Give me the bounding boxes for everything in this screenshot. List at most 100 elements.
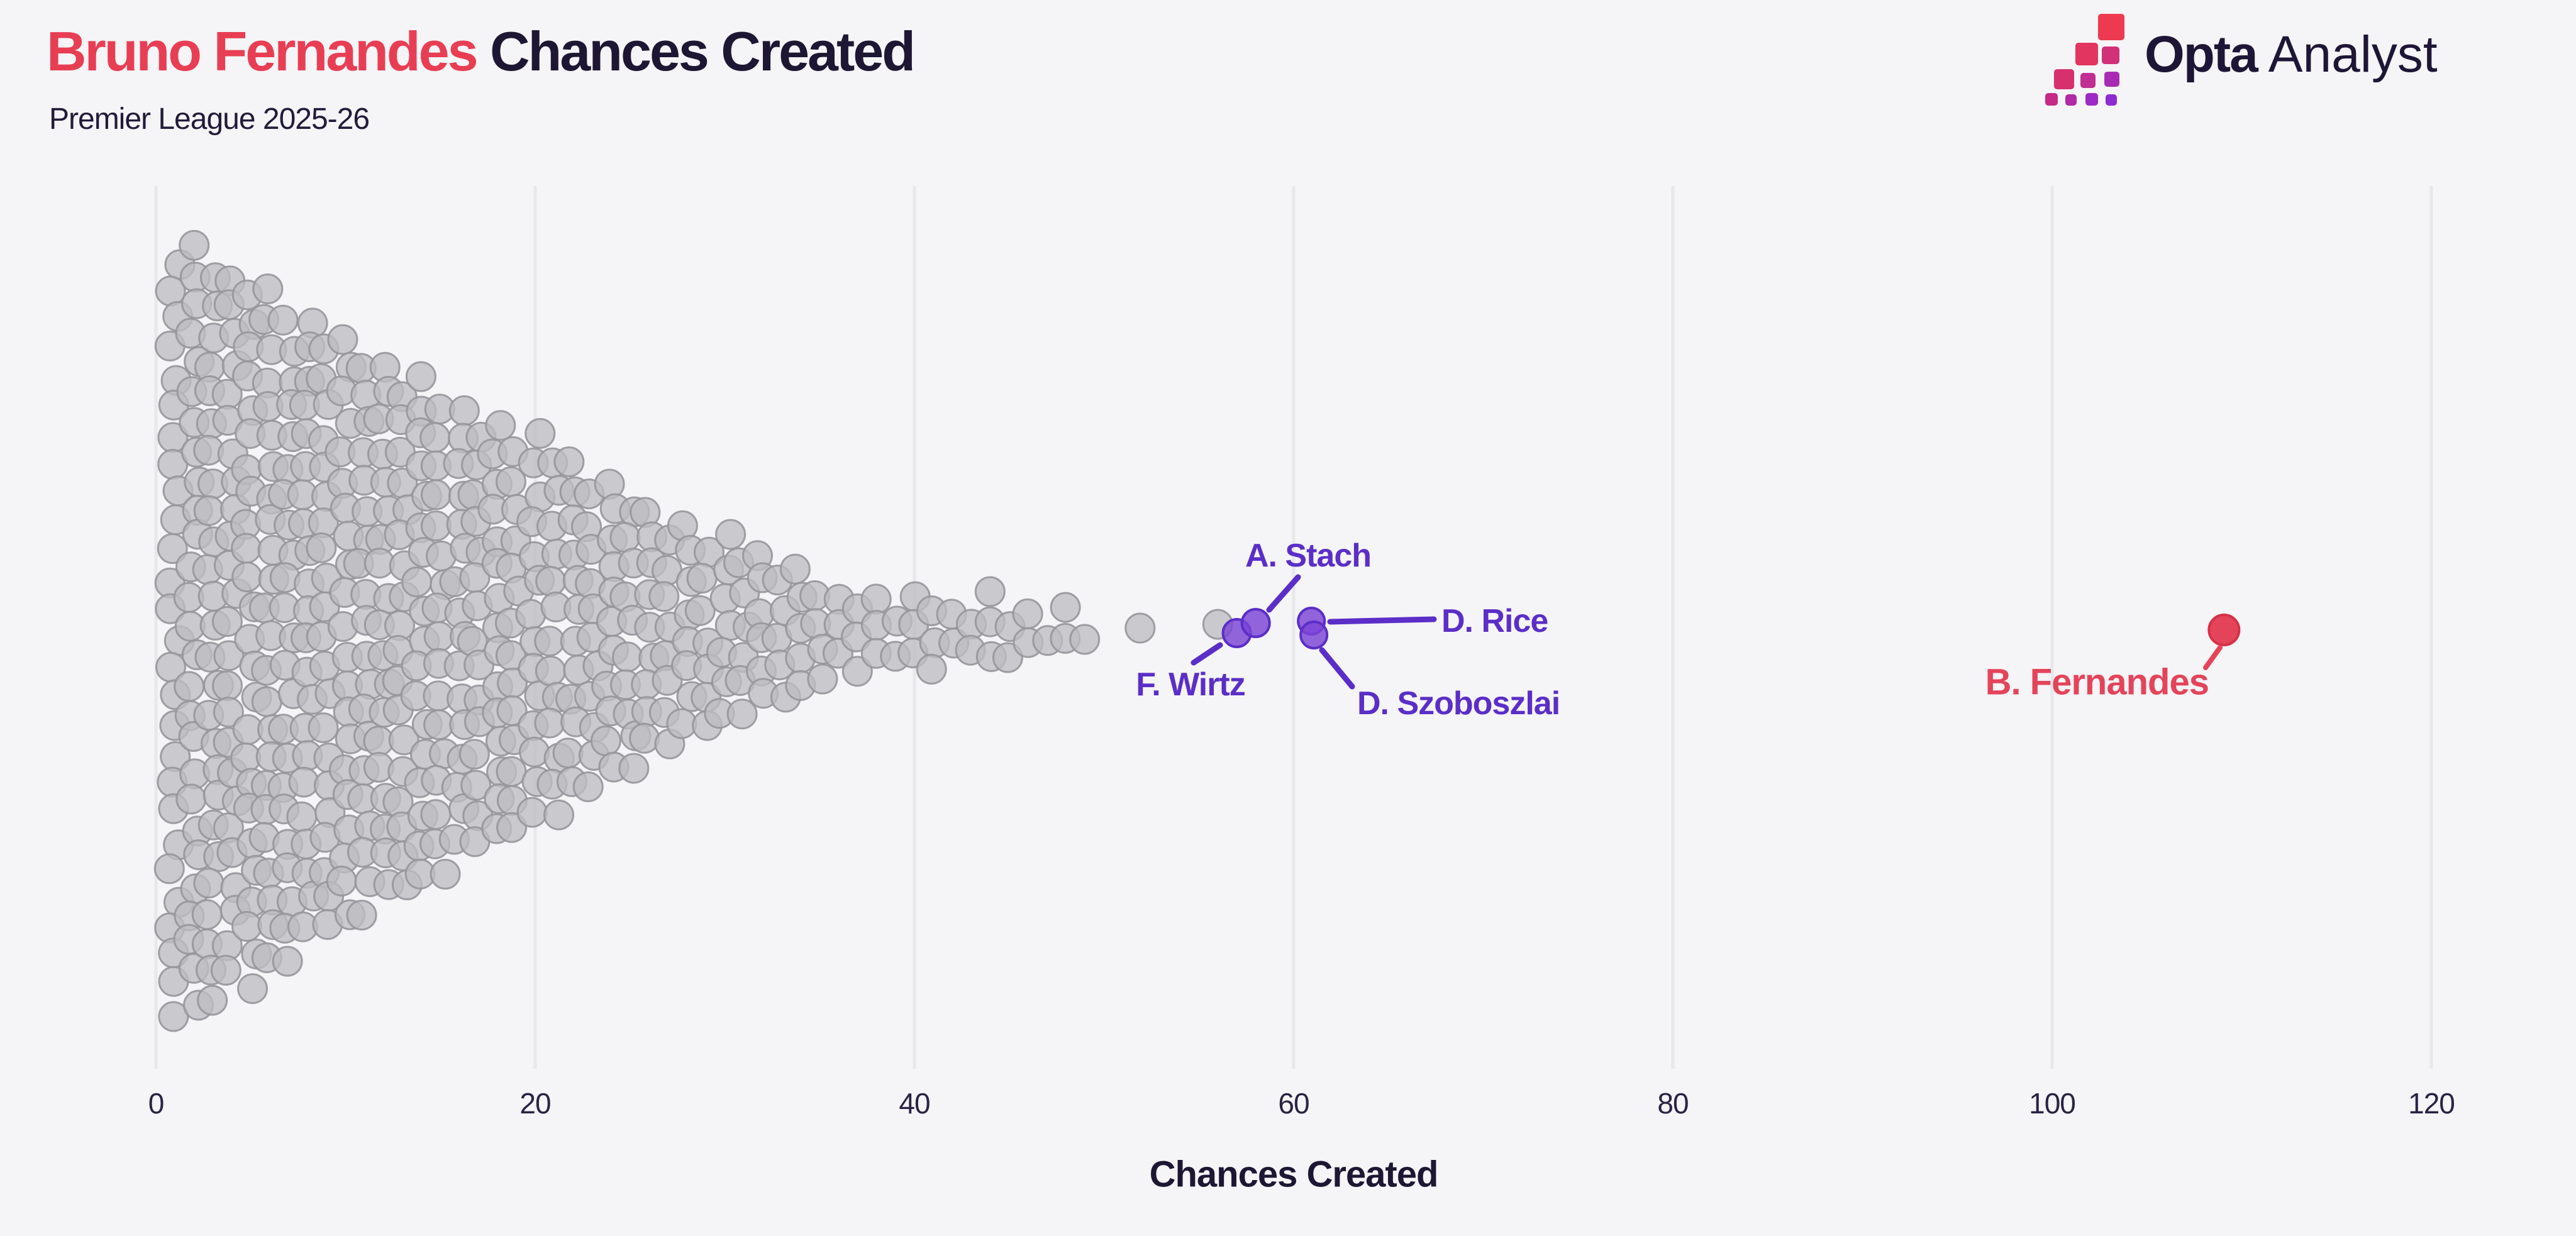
swarm-dot <box>1069 624 1101 655</box>
swarm-dot <box>237 973 268 1005</box>
swarm-dot <box>267 304 299 336</box>
swarm-dot <box>158 1001 189 1032</box>
logo-square <box>2075 43 2098 65</box>
page-title: Bruno Fernandes Chances Created <box>47 20 916 82</box>
x-tick-label-40: 40 <box>899 1087 930 1120</box>
swarm-dot <box>157 533 188 564</box>
swarm-dot <box>460 770 492 801</box>
swarm-dot <box>684 595 716 626</box>
x-tick-label-0: 0 <box>148 1087 165 1120</box>
swarm-dot <box>423 621 455 652</box>
x-tick-label-20: 20 <box>519 1087 551 1120</box>
x-tick-label-60: 60 <box>1278 1087 1309 1120</box>
swarm-dot <box>388 724 419 756</box>
logo-square <box>2085 93 2098 106</box>
x-tick-label-120: 120 <box>2408 1087 2455 1120</box>
swarm-dot <box>629 722 660 754</box>
swarm-dot <box>534 626 565 657</box>
highlight-dot <box>1299 621 1329 649</box>
swarm-dot <box>525 417 556 449</box>
swarm-dot <box>327 324 358 355</box>
swarm-dot <box>306 532 337 563</box>
swarm-dot <box>686 563 718 594</box>
swarm-dot <box>153 853 185 885</box>
logo-square <box>2102 47 2119 64</box>
swarm-dot <box>231 911 262 942</box>
leader-line <box>1191 642 1223 666</box>
opta-analyst-wordmark: Opta Analyst <box>2145 25 2438 84</box>
swarm-dot <box>288 766 319 798</box>
swarm-dot <box>618 753 650 784</box>
swarm-dot <box>534 707 565 739</box>
swarm-dot <box>916 653 947 685</box>
opta-staircase-icon <box>2045 14 2126 106</box>
x-tick-label-100: 100 <box>2029 1087 2076 1120</box>
logo-square <box>2104 72 2119 87</box>
swarm-dot <box>496 756 527 787</box>
swarm-dot <box>572 771 604 802</box>
leader-line <box>1327 616 1437 625</box>
swarm-dot <box>420 799 452 830</box>
swarm-dot <box>552 737 584 769</box>
swarm-dot <box>553 446 585 477</box>
page-title-player: Bruno Fernandes <box>47 20 479 82</box>
logo-square <box>2065 94 2077 106</box>
annotation-d-szoboszlai: D. Szoboszlai <box>1357 685 1560 722</box>
swarm-dot <box>543 799 574 830</box>
swarm-dot <box>648 581 680 612</box>
swarm-dot <box>231 532 262 564</box>
logo-square <box>2080 73 2096 88</box>
swarm-dot <box>423 709 455 741</box>
page-title-metric: Chances Created <box>476 20 916 82</box>
annotation-a-stach: A. Stach <box>1245 538 1372 574</box>
logo-square <box>2098 14 2124 40</box>
swarm-dot <box>405 361 436 392</box>
swarm-dot <box>726 698 758 730</box>
swarm-dot <box>308 712 339 744</box>
swarm-dot <box>179 229 210 261</box>
swarm-dot <box>612 641 643 673</box>
opta-analyst-logo: Opta Analyst <box>2045 14 2438 106</box>
swarm-dot <box>420 479 452 510</box>
swarm-dot <box>251 686 282 717</box>
swarm-dot <box>1050 592 1081 623</box>
logo-square <box>2045 93 2058 106</box>
swarm-dot <box>609 522 641 553</box>
swarm-dot <box>448 395 480 426</box>
swarm-dot <box>535 655 566 687</box>
logo-square <box>2054 69 2074 89</box>
swarm-dot <box>346 900 377 931</box>
swarm-dot <box>197 985 228 1016</box>
annotation-b-fernandes: B. Fernandes <box>1985 661 2209 703</box>
annotation-d-rice: D. Rice <box>1441 603 1548 639</box>
swarm-dot <box>211 606 243 637</box>
highlight-dot <box>2207 614 2241 646</box>
swarm-dot <box>807 663 838 695</box>
leader-line <box>1319 647 1355 690</box>
swarm-dot <box>516 797 548 828</box>
highlight-dot <box>1240 608 1271 638</box>
logo-word-analyst: Analyst <box>2268 26 2438 83</box>
swarm-dot <box>419 422 451 453</box>
swarm-dot <box>496 812 528 843</box>
swarm-dot <box>1124 612 1156 644</box>
swarm-dot <box>286 801 318 832</box>
swarm-dot <box>193 495 225 526</box>
leader-line <box>2203 645 2223 670</box>
logo-word-opta: Opta <box>2145 26 2258 83</box>
annotation-f-wirtz: F. Wirtz <box>1136 666 1246 703</box>
swarm-dot <box>326 865 357 897</box>
swarm-dot <box>210 954 242 986</box>
x-axis-title: Chances Created <box>1149 1154 1439 1195</box>
swarm-dot <box>252 273 284 304</box>
swarm-dot <box>535 566 567 597</box>
logo-square <box>2106 94 2117 106</box>
swarm-dot <box>974 576 1006 607</box>
leader-line <box>1266 574 1301 613</box>
swarm-dot <box>401 566 433 598</box>
page-subtitle: Premier League 2025-26 <box>49 102 370 136</box>
swarm-dot <box>193 868 225 899</box>
swarm-dot <box>485 410 516 441</box>
swarm-dot <box>666 708 697 739</box>
